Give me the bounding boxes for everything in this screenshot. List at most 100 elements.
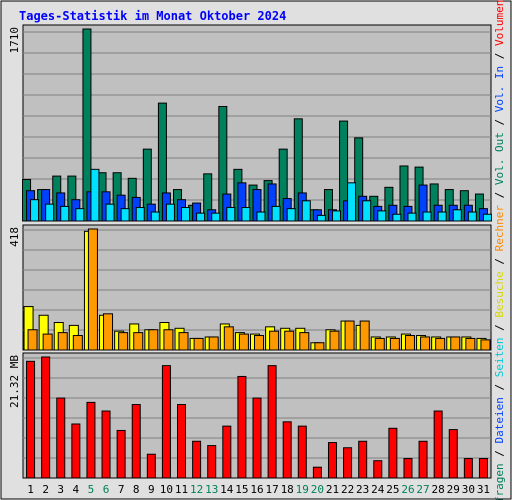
x-tick-label: 4 xyxy=(73,483,80,496)
bar-seiten xyxy=(256,211,266,222)
legend-separator: / xyxy=(493,46,506,66)
bar-rechner xyxy=(359,320,370,351)
bar-rechner xyxy=(299,332,310,351)
chart-title: Tages-Statistik im Monat Oktober 2024 xyxy=(19,9,286,23)
bar-volumen xyxy=(101,410,111,479)
bar-rechner xyxy=(57,332,68,351)
bar-seiten xyxy=(301,200,311,222)
x-tick-label: 9 xyxy=(148,483,155,496)
bar-volumen xyxy=(177,404,187,479)
bar-seiten xyxy=(45,203,55,222)
bar-rechner xyxy=(344,320,355,351)
bar-seiten xyxy=(196,212,206,222)
bar-rechner xyxy=(329,330,340,351)
legend-item: Vol. Out xyxy=(493,132,506,185)
legend-separator: / xyxy=(493,185,506,205)
bar-volumen xyxy=(56,397,66,479)
legend-separator: / xyxy=(493,112,506,132)
bar-seiten xyxy=(482,213,492,222)
bar-rechner xyxy=(223,326,234,351)
bar-volumen xyxy=(312,466,322,479)
bar-seiten xyxy=(165,203,175,222)
bar-seiten xyxy=(271,205,281,222)
bar-volumen xyxy=(448,429,458,479)
bar-seiten xyxy=(120,208,130,222)
bar-volumen xyxy=(373,460,383,479)
x-tick-label: 5 xyxy=(88,483,95,496)
bar-rechner xyxy=(480,339,491,351)
x-tick-label: 2 xyxy=(42,483,49,496)
bar-seiten xyxy=(60,205,70,222)
bar-volumen xyxy=(358,440,368,479)
chart-panel-2: 418 xyxy=(8,224,492,351)
bar-rechner xyxy=(208,336,219,351)
x-tick-label: 8 xyxy=(133,483,140,496)
legend-item: Rechner xyxy=(493,205,506,252)
bar-seiten xyxy=(452,209,462,222)
bar-seiten xyxy=(226,207,236,222)
bar-seiten xyxy=(181,207,191,222)
x-tick-label: 12 xyxy=(190,483,203,496)
bar-rechner xyxy=(254,335,264,351)
x-tick-label: 28 xyxy=(432,483,445,496)
chart-panel-1: 1710 xyxy=(8,24,492,222)
bar-volumen xyxy=(71,423,81,479)
legend-separator: / xyxy=(493,443,506,463)
bar-volumen xyxy=(207,445,217,479)
x-tick-label: 16 xyxy=(250,483,263,496)
bar-rechner xyxy=(193,337,204,351)
x-tick-label: 31 xyxy=(477,483,490,496)
legend-item: Dateien xyxy=(493,397,506,443)
bar-volumen xyxy=(433,410,443,479)
chart-panels: 1710 418 21.32 MB xyxy=(8,24,492,479)
bar-rechner xyxy=(87,228,98,351)
bar-seiten xyxy=(211,212,221,222)
x-tick-label: 7 xyxy=(118,483,125,496)
legend-item: Anfragen xyxy=(493,463,506,500)
legend-separator: / xyxy=(493,318,506,338)
x-tick-label: 27 xyxy=(416,483,429,496)
bar-seiten xyxy=(105,203,115,222)
x-tick-label: 26 xyxy=(401,483,414,496)
y-tick-label: 21.32 MB xyxy=(8,355,21,408)
bar-rechner xyxy=(404,335,415,351)
bar-volumen xyxy=(388,427,398,479)
x-tick-label: 18 xyxy=(281,483,294,496)
bar-seiten xyxy=(437,211,447,222)
legend-item: Vol. In xyxy=(493,66,506,112)
x-tick-label: 11 xyxy=(175,483,188,496)
x-tick-label: 20 xyxy=(311,483,324,496)
x-tick-label: 24 xyxy=(371,483,385,496)
bar-volumen xyxy=(267,365,277,479)
bar-rechner xyxy=(118,332,129,351)
bar-seiten xyxy=(150,211,160,222)
x-tick-label: 1 xyxy=(27,483,34,496)
chart-panel-3: 21.32 MB xyxy=(8,352,492,479)
bar-seiten xyxy=(90,168,100,222)
bar-rechner xyxy=(314,342,325,351)
bar-rechner xyxy=(389,337,400,351)
bar-seiten xyxy=(392,213,402,222)
bar-volumen xyxy=(86,401,96,479)
x-tick-label: 22 xyxy=(341,483,354,496)
legend-separator: / xyxy=(493,377,506,397)
bar-volumen xyxy=(297,425,307,479)
right-legend: Anfragen / Dateien / Seiten / Besuche / … xyxy=(493,0,506,500)
bar-seiten xyxy=(407,212,417,222)
bar-volumen xyxy=(192,440,202,479)
bar-rechner xyxy=(465,337,476,351)
bar-seiten xyxy=(362,200,372,222)
bar-volumen xyxy=(237,375,247,479)
bar-rechner xyxy=(238,333,249,351)
bar-rechner xyxy=(103,313,114,351)
legend-separator: / xyxy=(493,251,506,271)
bar-seiten xyxy=(316,214,326,222)
bar-volumen xyxy=(478,458,488,479)
bar-volumen xyxy=(403,458,413,479)
x-tick-label: 6 xyxy=(103,483,110,496)
x-tick-label: 13 xyxy=(205,483,218,496)
x-tick-label: 29 xyxy=(447,483,460,496)
x-tick-label: 10 xyxy=(160,483,173,496)
bar-rechner xyxy=(133,332,144,351)
